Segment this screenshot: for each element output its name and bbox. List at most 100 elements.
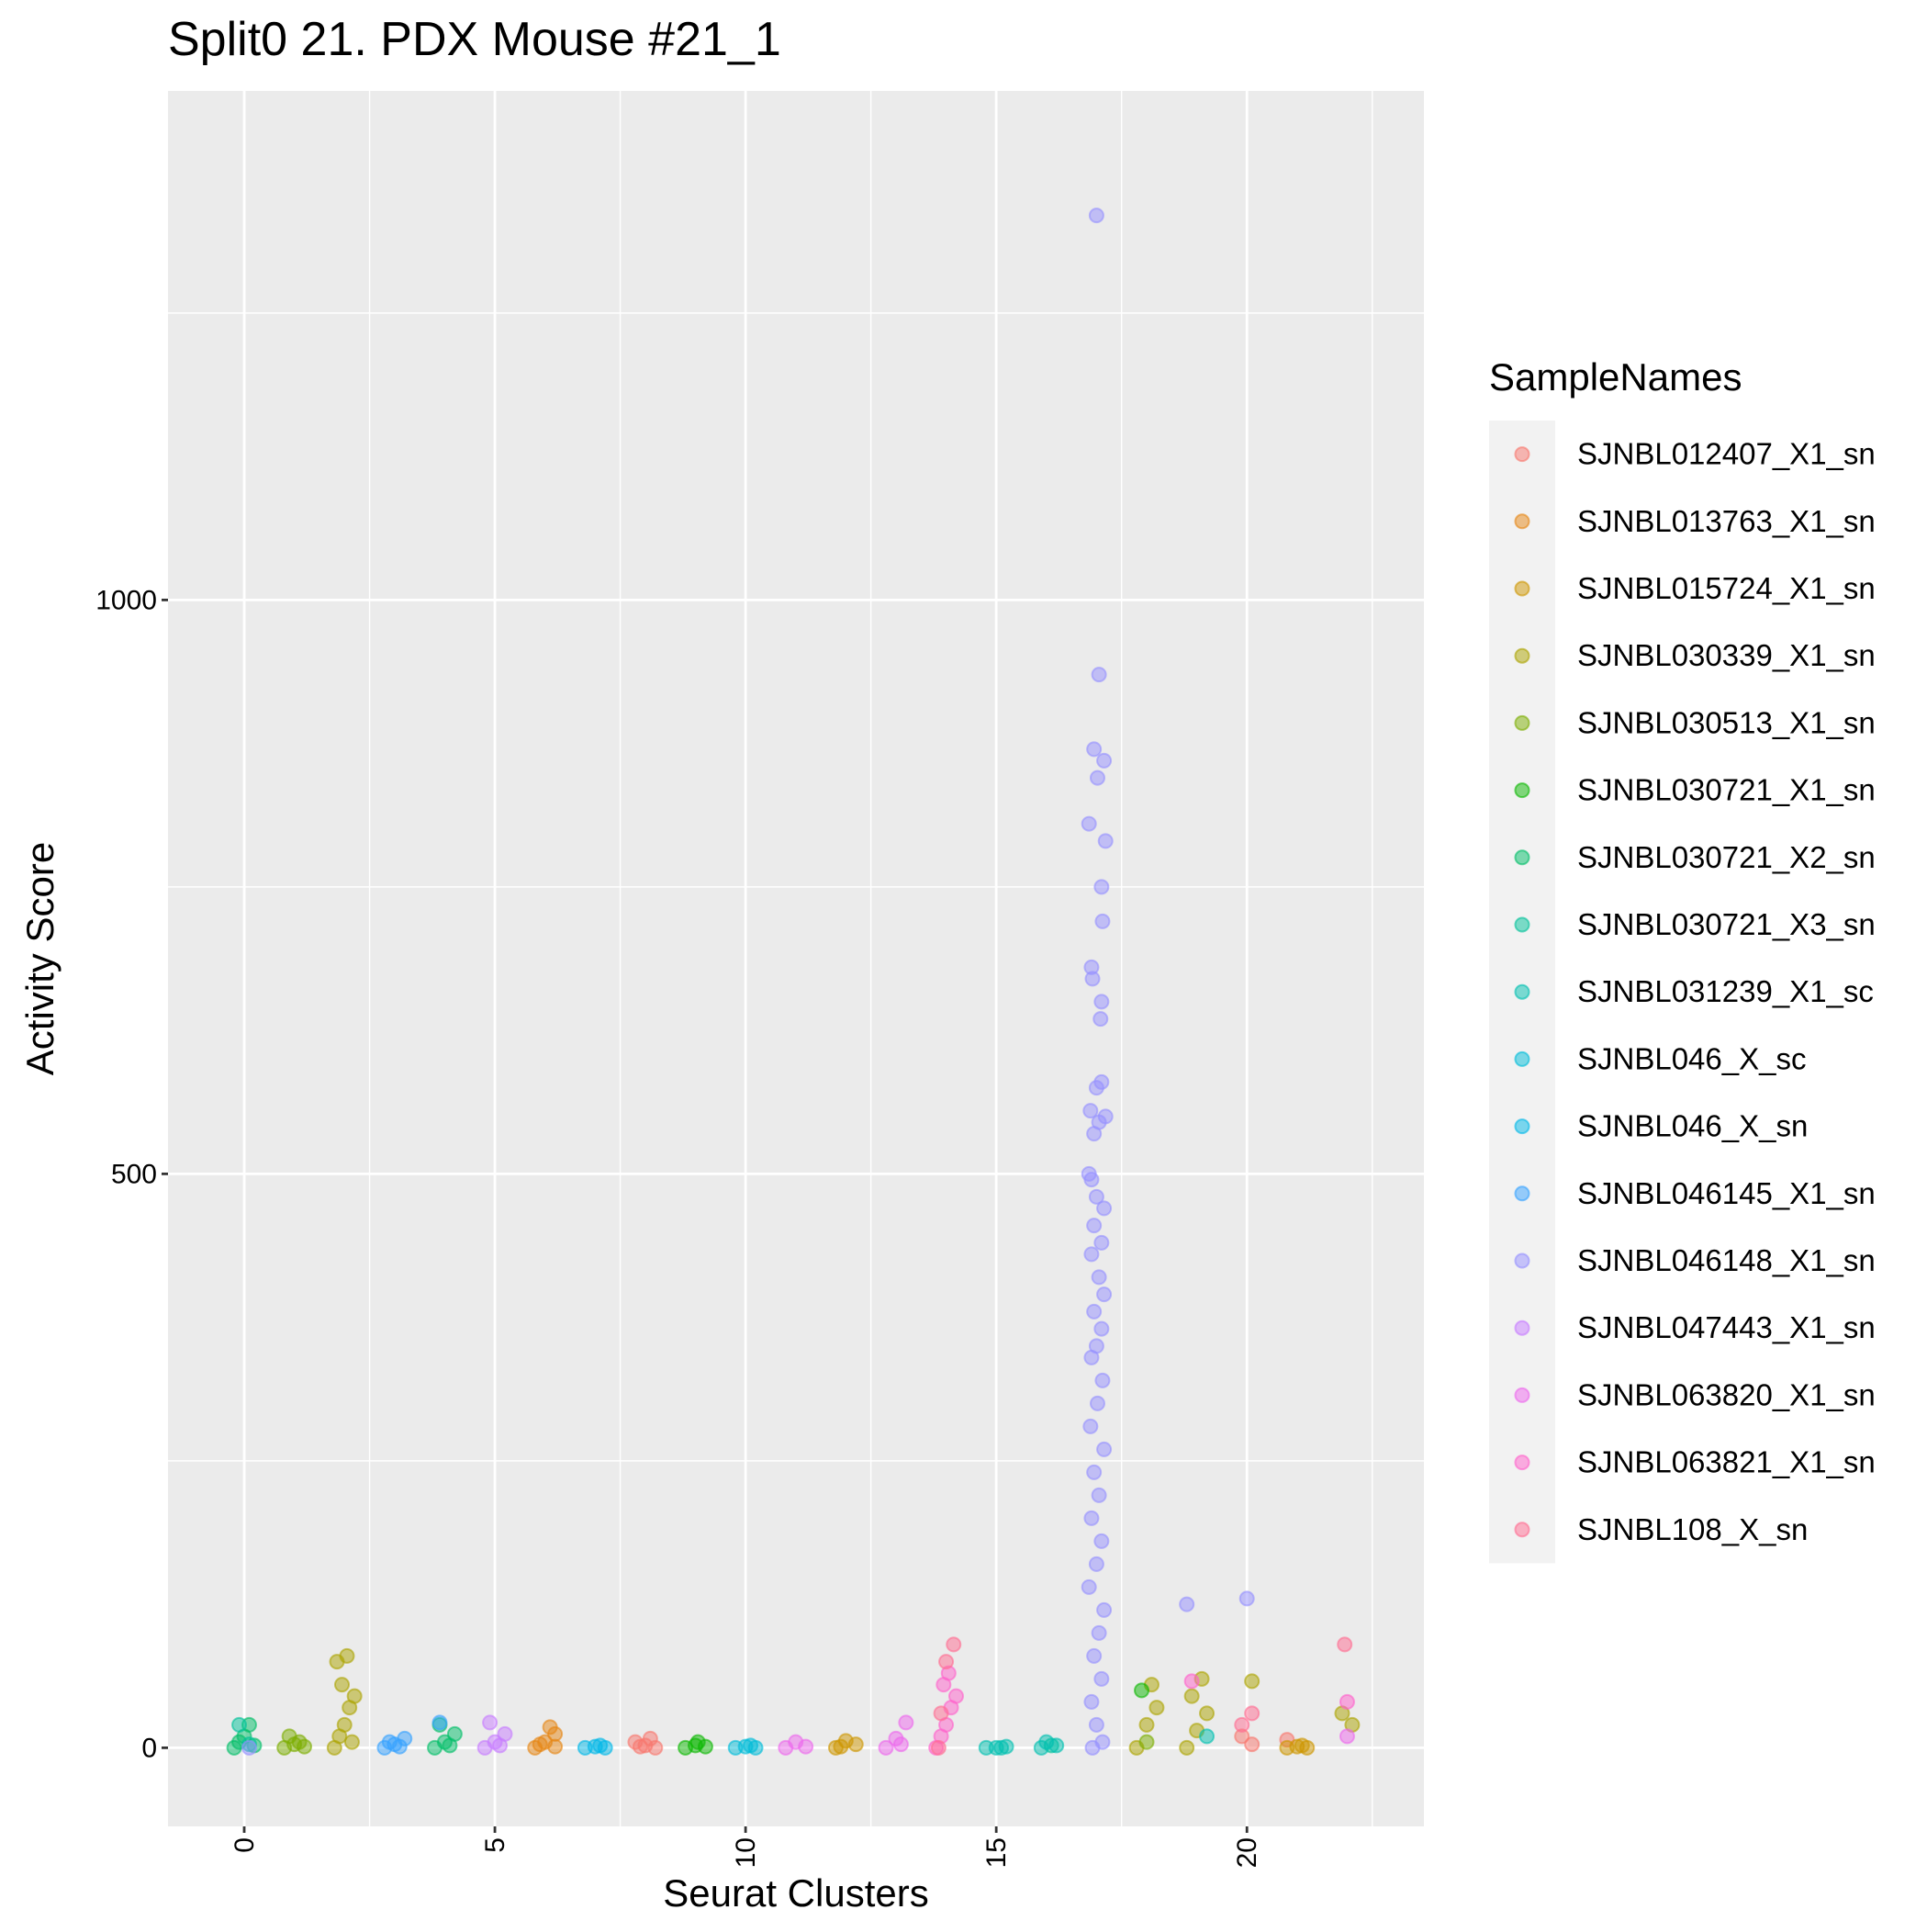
point: [1244, 1673, 1260, 1690]
series: [727, 1737, 764, 1756]
point: [1337, 1636, 1353, 1653]
legend-label: SJNBL031239_X1_sc: [1577, 974, 1874, 1008]
point: [1083, 1246, 1100, 1263]
legend-title: SampleNames: [1489, 355, 1742, 399]
point: [1094, 1372, 1111, 1388]
point: [431, 1714, 448, 1731]
legend-key: [1514, 647, 1530, 664]
legend-label: SJNBL030721_X3_sn: [1577, 907, 1876, 941]
legend-key: [1514, 1387, 1530, 1403]
point: [1179, 1739, 1195, 1756]
point: [1138, 1734, 1155, 1750]
x-tick-label: 0: [230, 1837, 260, 1853]
point: [1179, 1596, 1195, 1612]
x-tick-label: 20: [1232, 1837, 1262, 1868]
point: [878, 1739, 894, 1756]
point: [1088, 208, 1104, 224]
x-axis-label: Seurat Clusters: [663, 1871, 928, 1915]
point: [892, 1736, 909, 1753]
legend-label: SJNBL063820_X1_sn: [1577, 1377, 1876, 1411]
x-tick-label: 15: [981, 1837, 1012, 1868]
legend-label: SJNBL108_X_sn: [1577, 1512, 1808, 1546]
point: [1089, 769, 1105, 786]
legend-key: [1514, 446, 1530, 463]
point: [642, 1730, 658, 1747]
point: [946, 1636, 962, 1653]
point: [442, 1737, 458, 1754]
legend-label: SJNBL030721_X1_sn: [1577, 773, 1876, 807]
point: [689, 1734, 706, 1750]
point: [547, 1738, 564, 1755]
point: [1093, 1670, 1110, 1687]
legend-label: SJNBL046_X_sn: [1577, 1109, 1808, 1143]
point: [1093, 879, 1110, 895]
series: [827, 1733, 1316, 1756]
point: [1083, 1349, 1100, 1365]
point: [1082, 1418, 1099, 1434]
point: [1093, 1533, 1110, 1549]
series: [577, 1737, 613, 1756]
point: [1183, 1673, 1200, 1690]
legend-key: [1514, 782, 1530, 799]
point: [336, 1716, 353, 1733]
legend-label: SJNBL030513_X1_sn: [1577, 705, 1876, 739]
legend-label: SJNBL015724_X1_sn: [1577, 571, 1876, 605]
x-tick-label: 5: [480, 1837, 510, 1853]
legend-key: [1514, 580, 1530, 597]
point: [1244, 1736, 1260, 1753]
point: [1083, 1510, 1100, 1526]
point: [1093, 994, 1110, 1010]
series: [226, 1716, 463, 1756]
legend-key: [1514, 1050, 1530, 1067]
point: [1088, 1188, 1104, 1205]
point: [993, 1739, 1010, 1756]
point: [743, 1737, 759, 1754]
y-tick-label: 500: [111, 1159, 157, 1189]
series: [241, 208, 1255, 1756]
point: [1081, 1578, 1097, 1595]
point: [1097, 833, 1114, 849]
point: [1091, 1624, 1107, 1641]
point: [632, 1738, 648, 1755]
legend-key: [1514, 849, 1530, 866]
point: [1148, 1700, 1165, 1716]
series: [527, 1719, 564, 1756]
point: [542, 1719, 558, 1735]
legend-label: SJNBL046_X_sc: [1577, 1041, 1806, 1075]
series: [978, 1728, 1216, 1756]
point: [1086, 1303, 1103, 1320]
point: [333, 1677, 350, 1693]
point: [933, 1705, 949, 1722]
point: [798, 1738, 814, 1755]
point: [1084, 971, 1101, 987]
point: [1096, 1200, 1113, 1217]
x-tick-label: 10: [731, 1837, 761, 1868]
legend-key: [1514, 1185, 1530, 1202]
point: [1138, 1716, 1155, 1733]
point: [339, 1647, 355, 1664]
point: [1082, 1103, 1099, 1119]
point: [947, 1688, 964, 1704]
point: [1234, 1716, 1250, 1733]
legend-key: [1514, 513, 1530, 530]
point: [532, 1736, 548, 1753]
legend-key: [1514, 916, 1530, 933]
series: [476, 1714, 513, 1756]
point: [592, 1737, 609, 1754]
point: [1084, 1739, 1101, 1756]
point: [343, 1734, 360, 1750]
legend-label: SJNBL046145_X1_sn: [1577, 1176, 1876, 1210]
point: [241, 1739, 257, 1756]
point: [1199, 1705, 1216, 1722]
point: [1093, 1073, 1110, 1090]
point: [231, 1716, 248, 1733]
point: [1086, 1647, 1103, 1664]
point: [833, 1738, 849, 1755]
point: [1134, 1682, 1150, 1699]
legend-key: [1514, 1320, 1530, 1336]
series: [376, 1714, 448, 1756]
point: [1086, 1464, 1103, 1480]
point: [1093, 1320, 1110, 1337]
legend-label: SJNBL046148_X1_sn: [1577, 1243, 1876, 1277]
series: [276, 1728, 1155, 1756]
